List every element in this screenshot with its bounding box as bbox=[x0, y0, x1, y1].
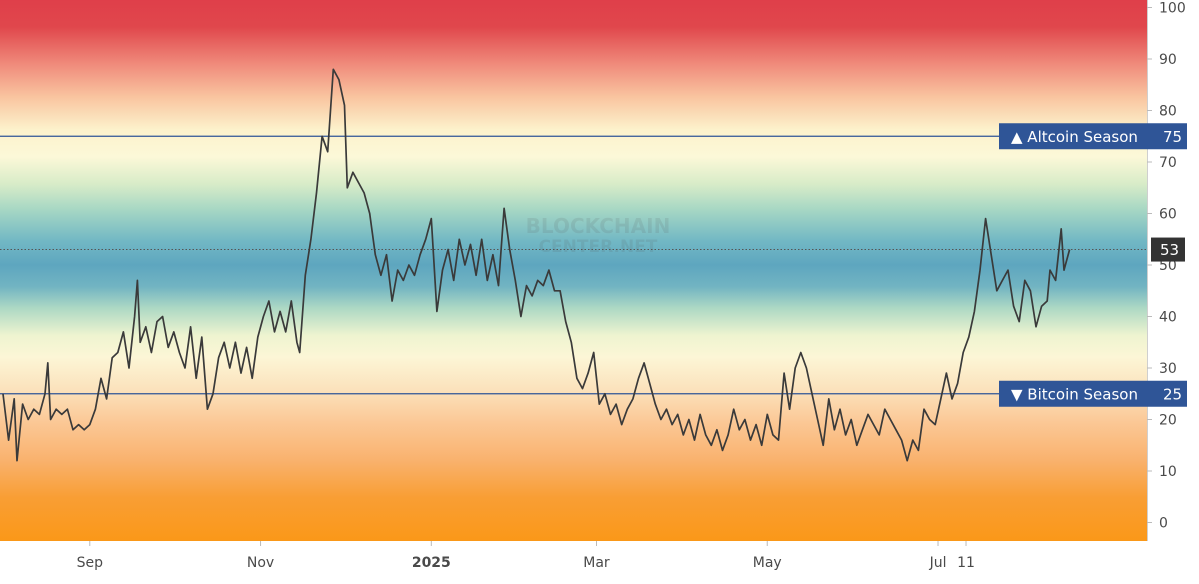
value-labels[interactable]: ▲ Altcoin Season 75 ▼ Bitcoin Season 25 53 bbox=[999, 123, 1187, 407]
threshold-value-box bbox=[1148, 380, 1187, 407]
watermark-line-1: BLOCKCHAIN bbox=[526, 214, 671, 238]
y-tick-label: 0 bbox=[1159, 516, 1168, 532]
x-tick-label: 11 bbox=[957, 555, 975, 571]
threshold-label[interactable]: ▲ Altcoin Season 75 bbox=[999, 123, 1187, 150]
threshold-label-box bbox=[999, 380, 1148, 407]
x-tick-label: 2025 bbox=[412, 555, 451, 571]
current-value-label[interactable]: 53 bbox=[1151, 237, 1185, 262]
current-value-box bbox=[1151, 237, 1185, 262]
series-line bbox=[2, 68, 1071, 462]
watermark: BLOCKCHAIN CENTER.NET bbox=[526, 214, 671, 257]
x-tick-label: Mar bbox=[583, 555, 610, 571]
threshold-value-text: 75 bbox=[1163, 128, 1182, 146]
x-tick-label: Jul bbox=[929, 555, 947, 571]
y-tick-label: 50 bbox=[1159, 258, 1177, 274]
threshold-label-text: ▼ Bitcoin Season bbox=[1011, 385, 1138, 403]
y-axis-ticks: 0 10 20 30 40 50 60 70 80 90 100 bbox=[1147, 1, 1186, 532]
y-tick-label: 90 bbox=[1159, 52, 1177, 68]
y-tick-label: 70 bbox=[1159, 155, 1177, 171]
y-tick-label: 60 bbox=[1159, 207, 1177, 223]
watermark-line-2: CENTER.NET bbox=[539, 237, 658, 257]
x-axis-panel bbox=[0, 541, 1199, 580]
x-tick-label: Sep bbox=[77, 555, 104, 571]
y-tick-label: 100 bbox=[1159, 1, 1186, 17]
x-tick-label: Nov bbox=[247, 555, 274, 571]
y-tick-label: 20 bbox=[1159, 413, 1177, 429]
x-axis-ticks: Sep Nov 2025 Mar May Jul 11 bbox=[77, 541, 975, 571]
threshold-label-text: ▲ Altcoin Season bbox=[1011, 128, 1138, 146]
axis-panel bbox=[1147, 0, 1199, 541]
gradient-background bbox=[0, 0, 1147, 541]
threshold-value-box bbox=[1148, 123, 1187, 150]
y-tick-label: 10 bbox=[1159, 464, 1177, 480]
current-value-text: 53 bbox=[1160, 241, 1179, 259]
threshold-label[interactable]: ▼ Bitcoin Season 25 bbox=[999, 380, 1187, 407]
y-tick-label: 80 bbox=[1159, 104, 1177, 120]
x-tick-label: May bbox=[753, 555, 782, 571]
y-tick-label: 40 bbox=[1159, 310, 1177, 326]
threshold-lines bbox=[0, 135, 1147, 395]
y-tick-label: 30 bbox=[1159, 361, 1177, 377]
threshold-label-box bbox=[999, 123, 1148, 150]
threshold-value-text: 25 bbox=[1163, 385, 1182, 403]
